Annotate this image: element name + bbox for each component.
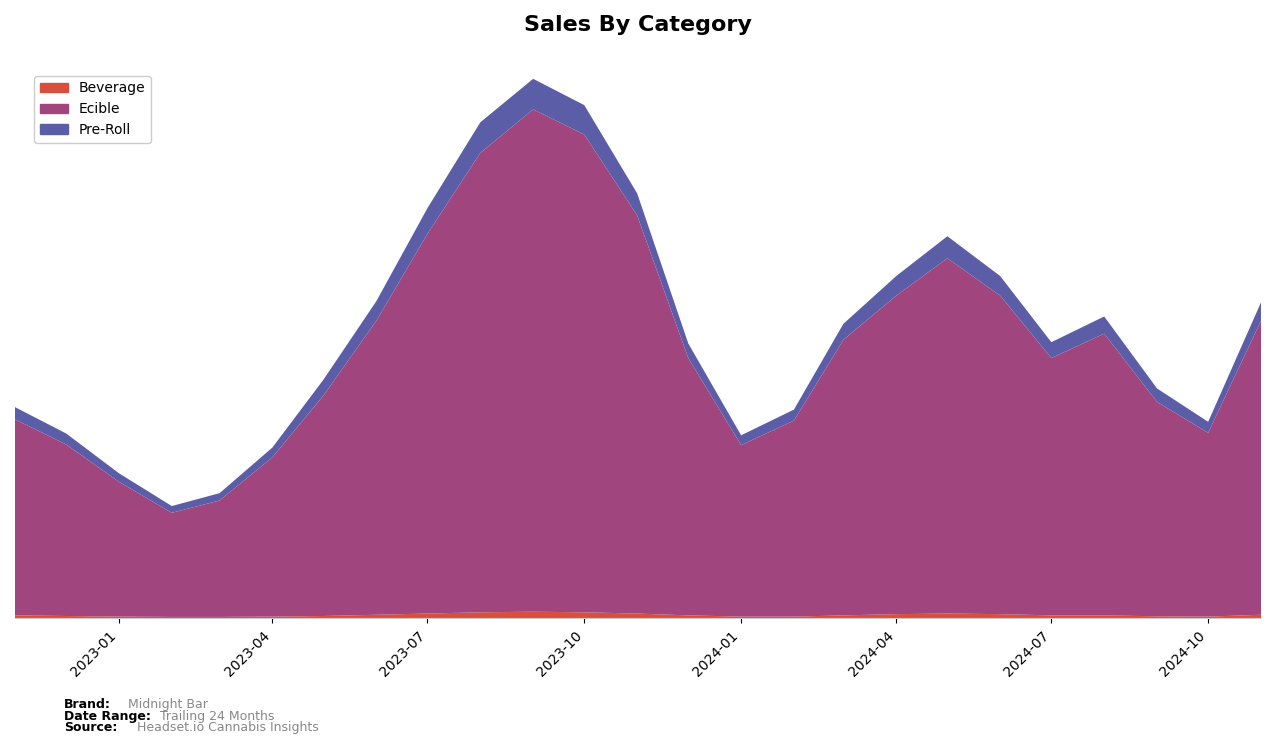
Text: Midnight Bar: Midnight Bar	[128, 698, 208, 711]
Text: Date Range:: Date Range:	[64, 709, 151, 723]
Legend: Beverage, Ecible, Pre-Roll: Beverage, Ecible, Pre-Roll	[34, 76, 151, 142]
Text: Headset.io Cannabis Insights: Headset.io Cannabis Insights	[137, 720, 318, 734]
Text: Trailing 24 Months: Trailing 24 Months	[160, 709, 274, 723]
Text: Brand:: Brand:	[64, 698, 111, 711]
Title: Sales By Category: Sales By Category	[524, 15, 752, 35]
Text: Source:: Source:	[64, 720, 117, 734]
